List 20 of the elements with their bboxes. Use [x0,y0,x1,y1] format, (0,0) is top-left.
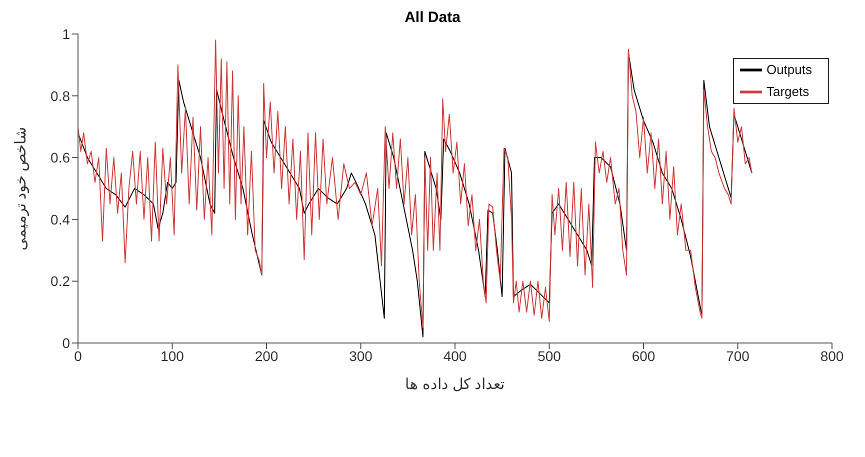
chart-title: All Data [404,9,460,26]
y-tick-label: 0.4 [50,211,70,228]
x-tick-label: 700 [726,348,750,364]
legend-label: Outputs [766,62,812,78]
y-tick-label: 0.2 [50,273,70,290]
y-tick-label: 0 [62,334,70,351]
x-tick-label: 0 [74,348,82,364]
x-tick-label: 800 [820,348,844,364]
x-tick-label: 600 [632,348,656,364]
y-tick-label: 0.6 [50,150,70,166]
y-tick-label: 1 [62,26,70,42]
y-axis-title: شاخص خود ترمیمی [12,126,30,251]
x-tick-label: 200 [254,348,278,364]
x-tick-label: 400 [443,348,467,364]
y-tick-label: 0.8 [50,88,70,104]
x-tick-label: 500 [538,348,562,364]
x-tick-label: 100 [160,348,184,364]
x-tick-label: 300 [349,348,373,364]
legend-label: Targets [766,84,810,100]
x-axis-title: تعداد کل داده ها [405,376,505,393]
